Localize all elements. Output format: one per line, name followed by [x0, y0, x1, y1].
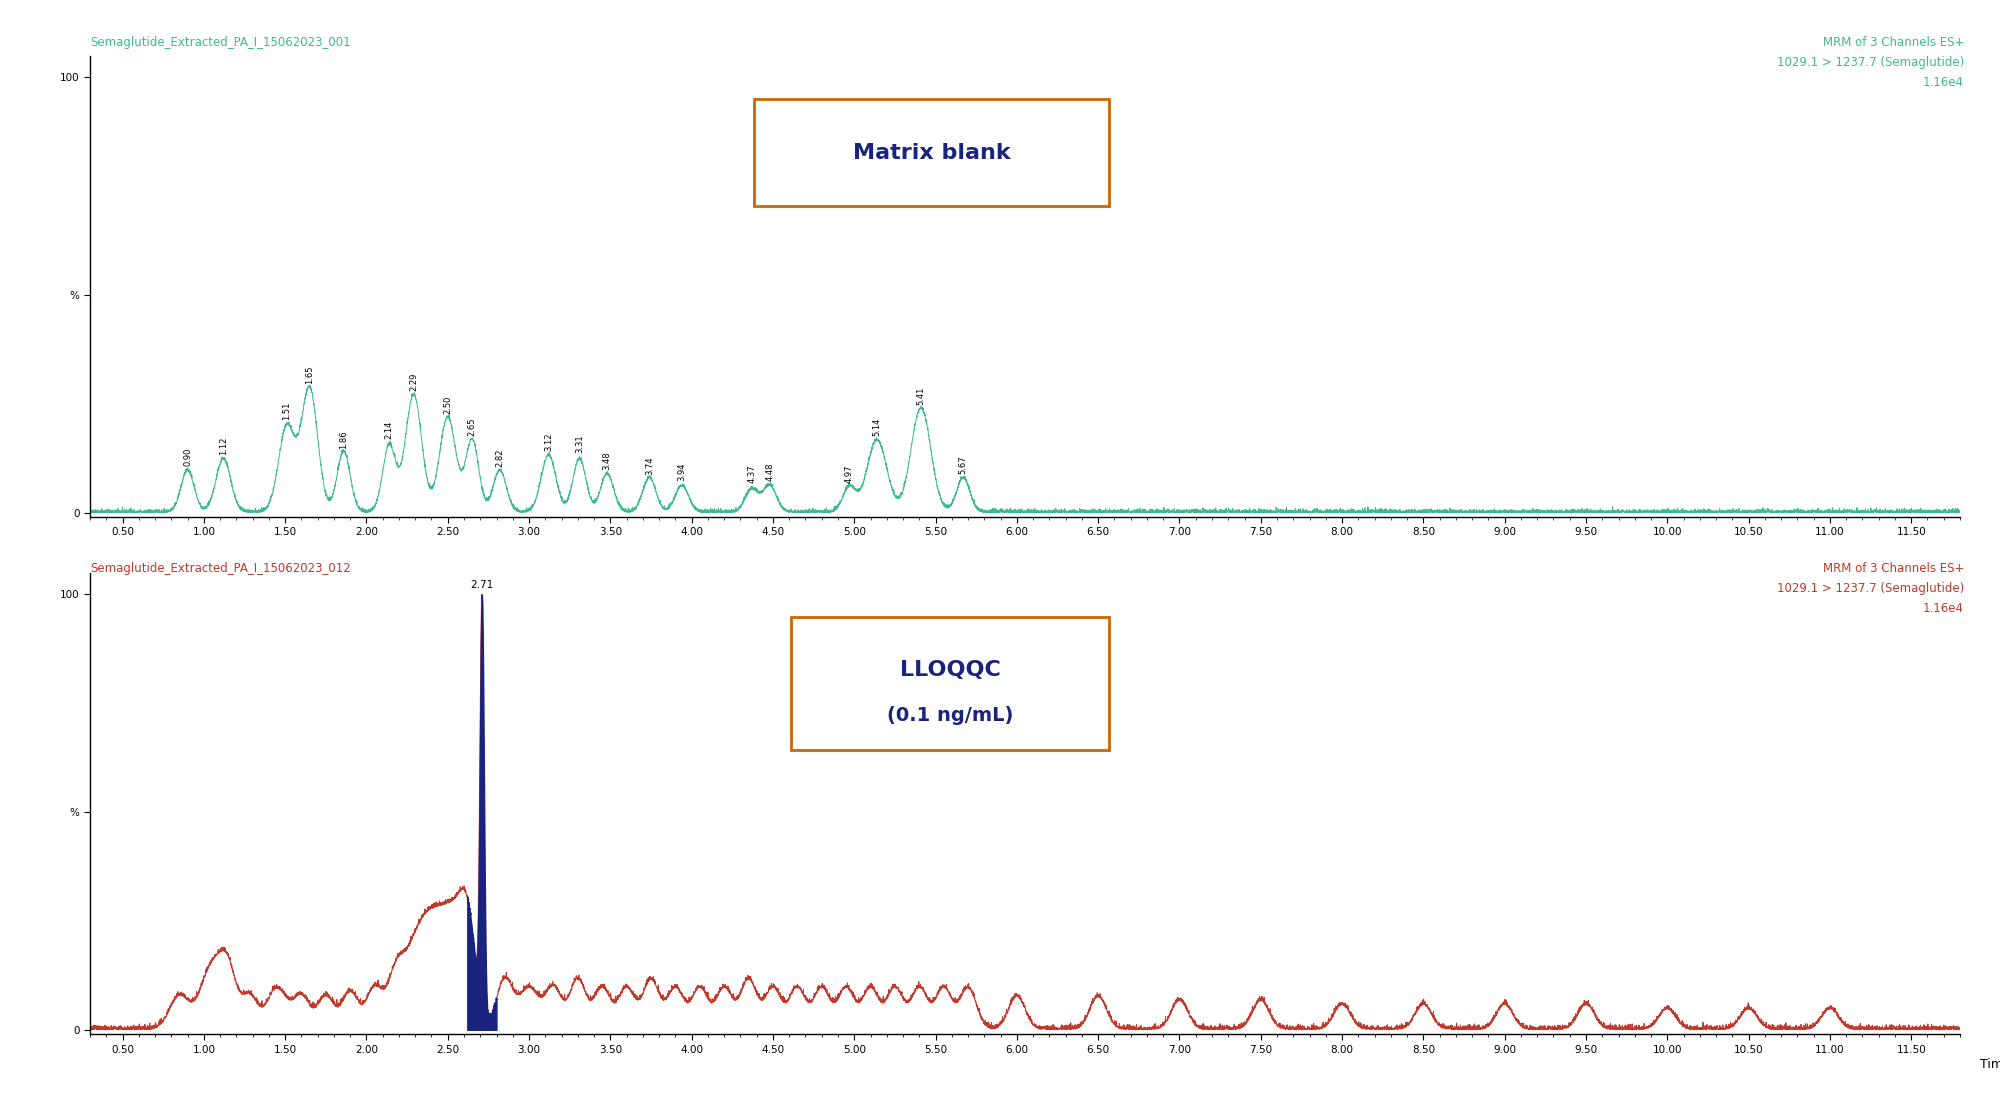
Text: 3.12: 3.12 [544, 433, 554, 451]
Text: 2.71: 2.71 [470, 580, 494, 590]
Text: 4.37: 4.37 [748, 464, 756, 483]
Text: MRM of 3 Channels ES+: MRM of 3 Channels ES+ [1822, 36, 1964, 49]
Text: 1.16e4: 1.16e4 [1924, 602, 1964, 615]
Text: Time: Time [1980, 1059, 2000, 1071]
Text: 1.86: 1.86 [340, 430, 348, 448]
Text: 2.29: 2.29 [410, 373, 418, 391]
Text: 1.65: 1.65 [306, 366, 314, 384]
Text: 1029.1 > 1237.7 (Semaglutide): 1029.1 > 1237.7 (Semaglutide) [1776, 582, 1964, 595]
Text: Semaglutide_Extracted_PA_I_15062023_001: Semaglutide_Extracted_PA_I_15062023_001 [90, 36, 350, 49]
Text: 3.94: 3.94 [678, 463, 686, 481]
Text: 4.48: 4.48 [766, 463, 774, 481]
Text: (0.1 ng/mL): (0.1 ng/mL) [888, 706, 1014, 725]
Text: 4.97: 4.97 [844, 465, 854, 483]
Text: 2.50: 2.50 [444, 396, 452, 414]
Text: 3.31: 3.31 [574, 435, 584, 453]
Text: 2.14: 2.14 [384, 420, 394, 438]
Text: 3.74: 3.74 [644, 456, 654, 475]
Text: 5.67: 5.67 [958, 455, 968, 474]
Text: 1.12: 1.12 [218, 437, 228, 455]
Text: 1.16e4: 1.16e4 [1924, 76, 1964, 89]
Text: 2.82: 2.82 [496, 448, 504, 467]
Text: Matrix blank: Matrix blank [852, 142, 1010, 162]
Text: 0.90: 0.90 [184, 448, 192, 466]
Text: Semaglutide_Extracted_PA_I_15062023_012: Semaglutide_Extracted_PA_I_15062023_012 [90, 562, 350, 575]
FancyBboxPatch shape [754, 99, 1110, 206]
Text: 5.14: 5.14 [872, 418, 882, 436]
Text: 1.51: 1.51 [282, 401, 292, 420]
Text: LLOQQC: LLOQQC [900, 659, 1000, 679]
Text: 1029.1 > 1237.7 (Semaglutide): 1029.1 > 1237.7 (Semaglutide) [1776, 56, 1964, 69]
Text: 2.65: 2.65 [468, 418, 476, 436]
Text: 3.48: 3.48 [602, 451, 612, 469]
Text: MRM of 3 Channels ES+: MRM of 3 Channels ES+ [1822, 562, 1964, 575]
FancyBboxPatch shape [792, 616, 1110, 751]
Text: 5.41: 5.41 [916, 386, 926, 405]
